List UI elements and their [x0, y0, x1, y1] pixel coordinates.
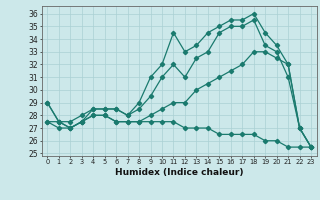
- X-axis label: Humidex (Indice chaleur): Humidex (Indice chaleur): [115, 168, 244, 177]
